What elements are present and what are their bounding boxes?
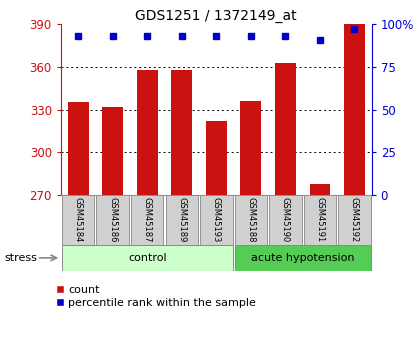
Text: GSM45188: GSM45188 — [247, 197, 255, 243]
Bar — [62, 245, 233, 271]
Text: GSM45184: GSM45184 — [74, 197, 83, 243]
Bar — [102, 107, 123, 195]
Bar — [269, 195, 302, 245]
Legend: count, percentile rank within the sample: count, percentile rank within the sample — [56, 285, 256, 308]
Text: GSM45189: GSM45189 — [177, 197, 186, 243]
Text: GSM45192: GSM45192 — [350, 197, 359, 243]
Text: acute hypotension: acute hypotension — [251, 253, 354, 263]
Text: stress: stress — [4, 253, 37, 263]
Bar — [206, 121, 227, 195]
Bar — [62, 195, 94, 245]
Bar — [200, 195, 233, 245]
Bar — [304, 195, 336, 245]
Bar — [275, 62, 296, 195]
Text: GSM45191: GSM45191 — [315, 197, 324, 243]
Text: control: control — [128, 253, 167, 263]
Text: GSM45187: GSM45187 — [143, 197, 152, 243]
Bar — [97, 195, 129, 245]
Bar — [171, 70, 192, 195]
Text: GSM45193: GSM45193 — [212, 197, 221, 243]
Bar — [344, 24, 365, 195]
Bar — [131, 195, 163, 245]
Title: GDS1251 / 1372149_at: GDS1251 / 1372149_at — [136, 9, 297, 23]
Bar — [338, 195, 371, 245]
Bar — [235, 195, 267, 245]
Bar — [137, 70, 158, 195]
Bar — [165, 195, 198, 245]
Bar — [310, 184, 330, 195]
Bar — [235, 245, 371, 271]
Bar — [68, 102, 89, 195]
Bar — [241, 101, 261, 195]
Text: GSM45186: GSM45186 — [108, 197, 117, 243]
Text: GSM45190: GSM45190 — [281, 197, 290, 243]
